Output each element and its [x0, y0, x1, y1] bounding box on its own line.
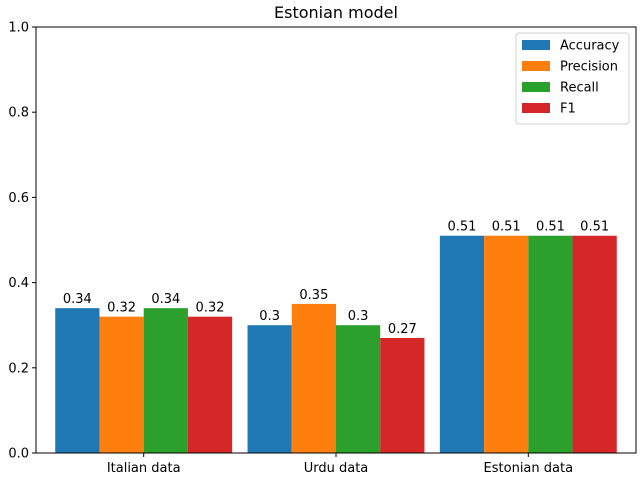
y-tick-label: 0.0	[8, 447, 29, 462]
bar-precision-1	[291, 303, 336, 453]
bar-precision-2	[484, 235, 529, 453]
data-label-accuracy-0: 0.34	[63, 292, 92, 307]
x-tick-label: Italian data	[107, 461, 181, 476]
bar-precision-0	[99, 316, 144, 453]
data-label-accuracy-2: 0.51	[447, 220, 476, 235]
data-label-precision-0: 0.32	[107, 301, 136, 316]
legend: Accuracy Precision Recall F1	[515, 32, 630, 125]
bar-recall-2	[528, 235, 573, 453]
bar-accuracy-0	[55, 308, 100, 453]
data-label-accuracy-1: 0.3	[259, 309, 280, 324]
legend-frame	[515, 32, 630, 125]
y-tick-label: 0.6	[8, 191, 29, 206]
legend-swatch-accuracy	[522, 40, 550, 50]
data-label-f1-1: 0.27	[388, 322, 417, 337]
bar-f1-1	[380, 337, 425, 453]
legend-swatch-recall	[522, 82, 550, 92]
bar-recall-0	[143, 308, 188, 453]
y-tick-label: 0.2	[8, 361, 29, 376]
data-label-f1-0: 0.32	[196, 301, 225, 316]
chart-title: Estonian model	[274, 3, 398, 22]
y-tick-label: 0.8	[8, 106, 29, 121]
bar-f1-0	[187, 316, 233, 453]
data-label-recall-0: 0.34	[151, 292, 180, 307]
data-label-precision-1: 0.35	[299, 288, 328, 303]
legend-label-f1: F1	[560, 102, 576, 117]
y-tick-label: 0.4	[8, 276, 29, 291]
data-label-f1-2: 0.51	[580, 220, 609, 235]
bars-group	[55, 235, 617, 453]
bar-accuracy-2	[439, 235, 485, 453]
legend-label-precision: Precision	[560, 60, 618, 75]
legend-swatch-precision	[522, 61, 550, 71]
data-labels-group: 0.34 0.3 0.51 0.32 0.35 0.51 0.34 0.3 0.51 0.32 0.…	[63, 220, 609, 337]
data-label-recall-1: 0.3	[348, 309, 369, 324]
legend-swatch-f1	[522, 103, 550, 113]
y-tick-label: 1.0	[8, 21, 29, 36]
data-label-recall-2: 0.51	[536, 220, 565, 235]
bar-recall-1	[336, 325, 381, 453]
y-axis: 0.0 0.2 0.4 0.6 0.8 1.0	[8, 21, 36, 462]
bar-f1-2	[572, 235, 617, 453]
x-axis: Italian data Urdu data Estonian data	[107, 453, 573, 476]
plot-frame	[35, 26, 637, 454]
legend-label-recall: Recall	[560, 81, 599, 96]
x-tick-label: Urdu data	[304, 461, 369, 476]
bar-accuracy-1	[247, 325, 292, 453]
x-tick-label: Estonian data	[484, 461, 574, 476]
data-label-precision-2: 0.51	[492, 220, 521, 235]
legend-label-accuracy: Accuracy	[560, 39, 620, 54]
